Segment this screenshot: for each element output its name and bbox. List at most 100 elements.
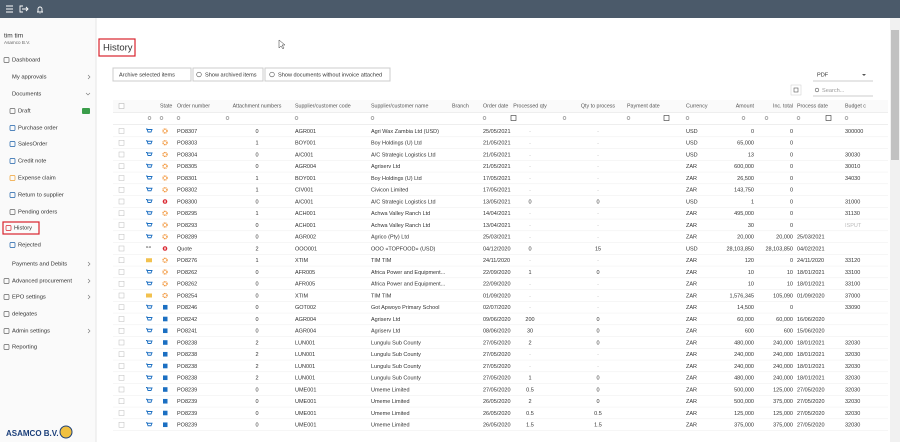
show-archived-toggle[interactable] xyxy=(192,67,264,82)
nav-item[interactable]: Reporting xyxy=(12,345,37,351)
filter-search-icon[interactable] xyxy=(482,116,487,120)
nav-item[interactable]: EPO settings xyxy=(12,295,46,301)
nav-item[interactable]: My approvals xyxy=(12,75,47,81)
archive-button[interactable] xyxy=(112,67,192,82)
filter-search-icon[interactable] xyxy=(562,116,567,120)
row-checkbox[interactable] xyxy=(118,375,125,381)
cell: 27/05/2020 xyxy=(797,411,825,417)
row-checkbox[interactable] xyxy=(118,198,125,205)
row-checkbox[interactable] xyxy=(118,386,125,393)
nav-item[interactable]: Pending orders xyxy=(18,210,57,216)
cell: Achwa Valley Ranch Ltd xyxy=(371,223,430,229)
nav-icon xyxy=(9,192,16,198)
filter-search-icon[interactable] xyxy=(370,116,375,120)
filter-search-icon[interactable] xyxy=(685,116,690,120)
row-checkbox[interactable] xyxy=(118,245,125,252)
row-checkbox[interactable] xyxy=(118,363,125,369)
filter-search-icon[interactable] xyxy=(764,116,769,120)
scrollbar[interactable] xyxy=(890,18,900,442)
row-checkbox[interactable] xyxy=(118,410,125,416)
column-header[interactable]: State xyxy=(160,103,172,109)
filter-search-icon[interactable] xyxy=(294,116,299,120)
row-checkbox[interactable] xyxy=(118,339,125,346)
column-header[interactable]: Budget c xyxy=(845,103,866,109)
cell: 27/05/2020 xyxy=(797,423,825,429)
filter-search-icon[interactable] xyxy=(844,116,849,120)
radio[interactable] xyxy=(196,71,202,78)
nav-item[interactable]: Expense claim xyxy=(18,176,56,182)
column-header[interactable]: Inc. total xyxy=(773,103,793,109)
column-header[interactable]: Attachment numbers xyxy=(233,103,282,109)
nav-item[interactable]: Advanced procurement xyxy=(12,279,72,285)
column-header[interactable]: Amount xyxy=(736,103,755,109)
row-checkbox[interactable] xyxy=(118,151,125,158)
nav-item[interactable]: Admin settings xyxy=(12,329,50,335)
scrollbar-thumb[interactable] xyxy=(891,30,899,160)
row-checkbox[interactable] xyxy=(118,140,125,146)
filter-search-icon[interactable] xyxy=(176,116,181,120)
nav-item[interactable]: Payments and Debits xyxy=(12,262,67,268)
row-checkbox[interactable] xyxy=(118,281,125,287)
row-checkbox[interactable] xyxy=(118,257,125,263)
cell: UME001 xyxy=(295,411,316,417)
date-picker-icon[interactable] xyxy=(825,115,832,121)
row-checkbox[interactable] xyxy=(118,351,125,357)
filter-search-icon[interactable] xyxy=(741,116,746,120)
cell: 21/05/2021 xyxy=(483,152,511,158)
row-checkbox[interactable] xyxy=(118,128,125,134)
nav-item[interactable]: History xyxy=(14,226,32,232)
menu-icon[interactable] xyxy=(6,5,13,13)
dropdown-arrow[interactable] xyxy=(862,74,866,76)
nav-item[interactable]: Draft xyxy=(18,109,31,115)
column-header[interactable]: Supplier/customer code xyxy=(295,103,351,109)
row-checkbox[interactable] xyxy=(118,234,125,240)
nav-item[interactable]: Credit note xyxy=(18,159,46,165)
filter-search-icon[interactable] xyxy=(225,116,230,120)
cell: 18/01/2021 xyxy=(797,376,825,382)
row-checkbox[interactable] xyxy=(118,163,125,169)
row-checkbox[interactable] xyxy=(118,210,125,216)
row-checkbox[interactable] xyxy=(118,187,125,193)
column-header[interactable]: Process date xyxy=(797,103,828,109)
nav-item[interactable]: Rejected xyxy=(18,243,41,249)
nav-item[interactable]: Purchase order xyxy=(18,126,58,132)
column-header[interactable]: Payment date xyxy=(627,103,660,109)
row-checkbox[interactable] xyxy=(118,398,125,404)
column-header[interactable]: Order number xyxy=(177,103,210,109)
row-checkbox[interactable] xyxy=(118,175,125,181)
nav-item[interactable]: delegates xyxy=(12,312,37,318)
row-checkbox[interactable] xyxy=(118,269,125,275)
bell-icon[interactable] xyxy=(37,6,43,14)
select-all-checkbox[interactable] xyxy=(118,103,125,109)
column-header[interactable]: Branch xyxy=(452,103,469,109)
row-checkbox[interactable] xyxy=(118,422,125,428)
date-picker-icon[interactable] xyxy=(510,115,517,121)
column-header[interactable]: Qty to process xyxy=(581,103,615,109)
column-header[interactable]: Order date xyxy=(483,103,508,109)
date-picker-icon[interactable] xyxy=(663,115,670,121)
row-checkbox[interactable] xyxy=(118,316,125,322)
cell: UME001 xyxy=(295,387,316,393)
column-header[interactable]: Processed qty xyxy=(513,103,547,109)
state-document xyxy=(163,316,168,322)
nav-item[interactable]: Return to supplier xyxy=(18,193,64,199)
radio[interactable] xyxy=(269,71,275,78)
row-checkbox[interactable] xyxy=(118,304,125,310)
row-checkbox[interactable] xyxy=(118,292,125,299)
filter-search-icon[interactable] xyxy=(796,116,801,120)
nav-item[interactable]: SalesOrder xyxy=(18,142,47,148)
column-header[interactable]: Supplier/customer name xyxy=(371,103,428,109)
nav-item[interactable]: Documents xyxy=(12,92,41,98)
filter-search-icon[interactable] xyxy=(626,116,631,120)
nav-item[interactable]: Dashboard xyxy=(12,58,40,64)
row-checkbox[interactable] xyxy=(118,222,125,228)
filter-search-icon[interactable] xyxy=(159,116,164,120)
filter-search-icon[interactable] xyxy=(147,116,152,120)
show-without-invoice-toggle[interactable] xyxy=(264,67,391,82)
export-button[interactable] xyxy=(790,84,802,96)
column-header[interactable]: Currency xyxy=(686,103,708,109)
logout-icon[interactable] xyxy=(19,5,29,13)
cell: 0 xyxy=(528,199,531,205)
cell: ZAR xyxy=(686,340,697,346)
row-checkbox[interactable] xyxy=(118,328,125,334)
